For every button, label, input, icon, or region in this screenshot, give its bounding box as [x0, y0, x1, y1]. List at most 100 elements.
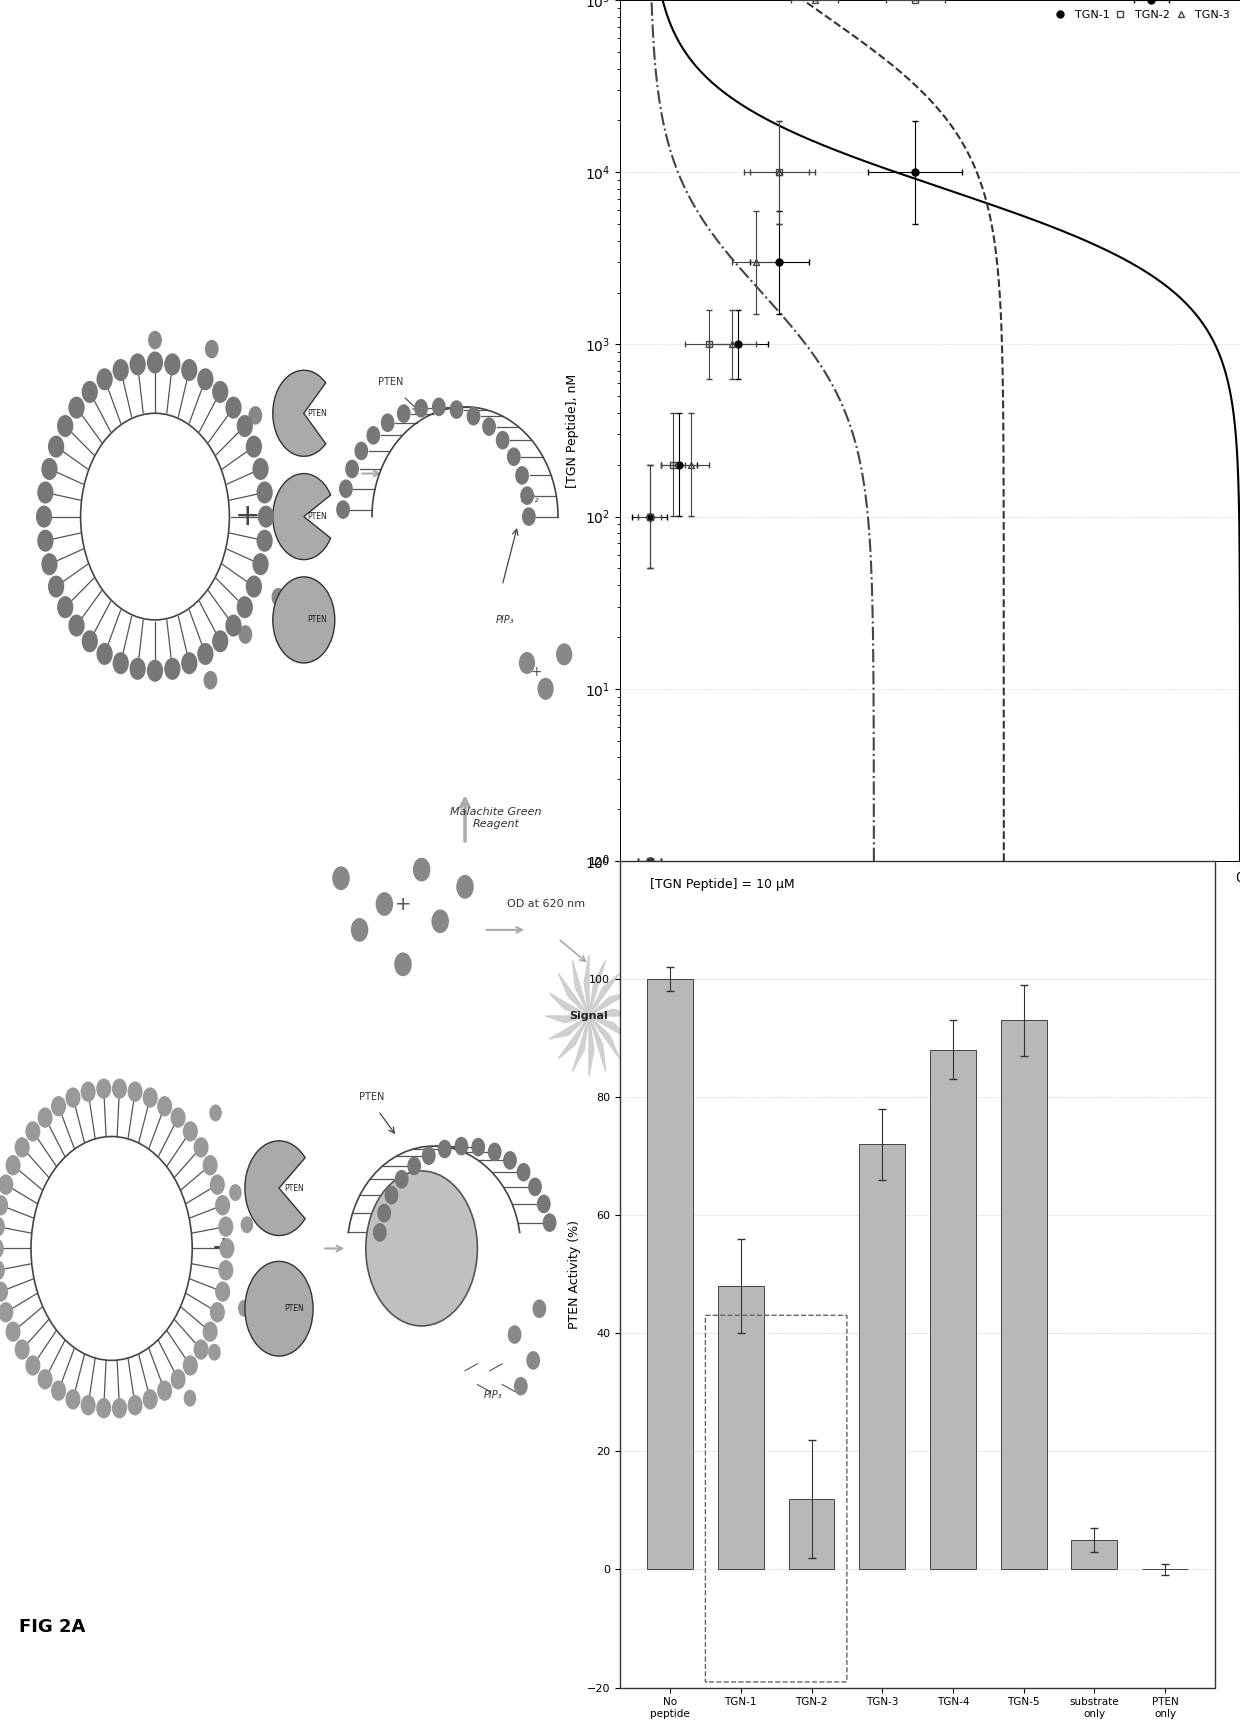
Text: +: + — [394, 894, 412, 914]
Circle shape — [237, 415, 252, 436]
Circle shape — [69, 398, 84, 418]
Circle shape — [171, 1369, 185, 1388]
Circle shape — [259, 506, 273, 527]
Polygon shape — [584, 956, 589, 1016]
Circle shape — [38, 1109, 52, 1128]
Circle shape — [508, 1326, 521, 1343]
Bar — [859, 1145, 905, 1569]
Circle shape — [238, 1300, 249, 1316]
Text: FIG 2C: FIG 2C — [779, 930, 833, 945]
X-axis label: PTEN Activity (%): PTEN Activity (%) — [875, 890, 985, 904]
Circle shape — [408, 1157, 420, 1174]
Circle shape — [210, 1106, 221, 1121]
Circle shape — [528, 1178, 541, 1195]
Circle shape — [37, 506, 51, 527]
Text: +: + — [211, 1235, 236, 1262]
Circle shape — [253, 458, 268, 479]
Circle shape — [81, 413, 229, 620]
Polygon shape — [589, 1016, 620, 1059]
Text: PIP₂: PIP₂ — [521, 494, 539, 505]
Circle shape — [130, 355, 145, 375]
Circle shape — [226, 615, 241, 635]
Circle shape — [355, 443, 367, 460]
Polygon shape — [573, 1016, 589, 1071]
Circle shape — [58, 415, 73, 436]
Circle shape — [203, 1322, 217, 1341]
Circle shape — [0, 1195, 7, 1214]
Circle shape — [337, 501, 350, 518]
Circle shape — [211, 1304, 224, 1322]
Polygon shape — [558, 1016, 589, 1059]
Circle shape — [130, 658, 145, 678]
Circle shape — [26, 1355, 40, 1374]
Circle shape — [237, 598, 252, 618]
Text: FIG 2A: FIG 2A — [19, 1619, 86, 1636]
Circle shape — [182, 653, 197, 673]
Circle shape — [182, 360, 197, 381]
Polygon shape — [546, 1016, 589, 1023]
Circle shape — [507, 448, 520, 465]
Circle shape — [82, 1397, 95, 1415]
Text: PTEN: PTEN — [308, 615, 326, 625]
Text: Malachite Green
Reagent: Malachite Green Reagent — [450, 808, 542, 828]
Wedge shape — [246, 1142, 305, 1235]
Circle shape — [165, 355, 180, 375]
Circle shape — [31, 1137, 192, 1360]
Circle shape — [273, 589, 285, 606]
Circle shape — [0, 1217, 4, 1236]
Circle shape — [211, 1174, 224, 1193]
Circle shape — [66, 1390, 79, 1409]
Text: PTEN: PTEN — [308, 408, 326, 418]
Text: +: + — [531, 665, 542, 678]
Circle shape — [415, 400, 428, 417]
Circle shape — [216, 1283, 229, 1302]
Circle shape — [15, 1340, 29, 1359]
Circle shape — [42, 458, 57, 479]
Circle shape — [229, 1185, 241, 1200]
Circle shape — [373, 1224, 386, 1242]
Polygon shape — [589, 1016, 594, 1076]
Circle shape — [205, 672, 217, 689]
Circle shape — [515, 1378, 527, 1395]
Circle shape — [557, 644, 572, 665]
Text: PTEN: PTEN — [284, 1183, 304, 1193]
Y-axis label: [TGN Peptide], nM: [TGN Peptide], nM — [567, 374, 579, 487]
Circle shape — [382, 413, 394, 430]
Circle shape — [144, 1390, 157, 1409]
Circle shape — [533, 1300, 546, 1317]
Circle shape — [6, 1155, 20, 1174]
Wedge shape — [273, 577, 335, 663]
Circle shape — [253, 554, 268, 575]
Circle shape — [378, 1204, 391, 1221]
Polygon shape — [549, 994, 589, 1016]
Text: PIP₃: PIP₃ — [484, 1390, 502, 1400]
Circle shape — [58, 598, 73, 618]
Circle shape — [52, 1097, 66, 1116]
Circle shape — [219, 1217, 233, 1236]
Polygon shape — [589, 1009, 632, 1016]
Wedge shape — [366, 1171, 477, 1326]
Circle shape — [247, 577, 262, 598]
Polygon shape — [589, 1016, 605, 1071]
Bar — [718, 1286, 764, 1569]
Circle shape — [48, 577, 63, 598]
Bar — [1071, 1539, 1117, 1569]
Circle shape — [423, 1147, 435, 1164]
Circle shape — [249, 406, 262, 424]
Circle shape — [520, 653, 534, 673]
Circle shape — [433, 398, 445, 415]
Circle shape — [413, 858, 429, 880]
Polygon shape — [589, 1016, 629, 1038]
Circle shape — [213, 630, 228, 651]
Circle shape — [0, 1174, 12, 1193]
Circle shape — [208, 1345, 219, 1360]
Circle shape — [0, 1304, 12, 1322]
Circle shape — [149, 331, 161, 348]
Polygon shape — [589, 973, 620, 1016]
Circle shape — [257, 482, 272, 503]
Circle shape — [216, 1195, 229, 1214]
Circle shape — [538, 1195, 551, 1212]
Circle shape — [456, 875, 474, 899]
Circle shape — [42, 554, 57, 575]
Circle shape — [503, 1152, 516, 1169]
